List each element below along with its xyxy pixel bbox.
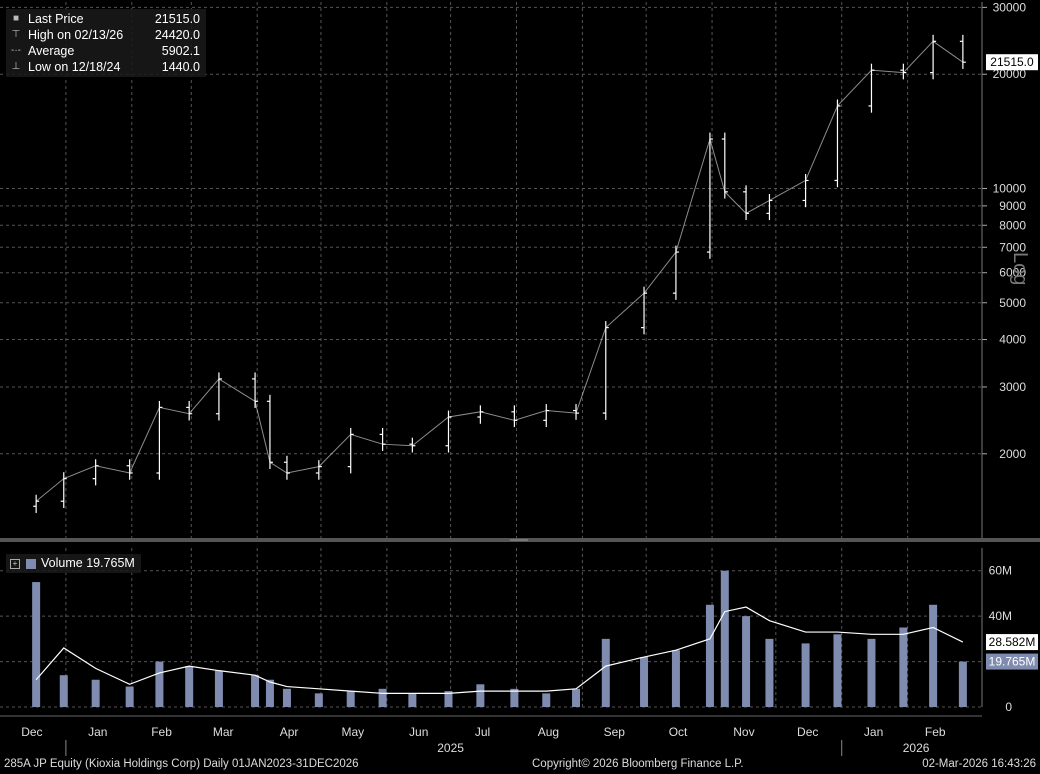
legend-high-marker-icon: ⊤ [11,29,21,40]
volume-bar [929,604,938,707]
volume-bar [705,604,714,707]
legend-label: Average [28,44,75,58]
volume-bar [572,688,581,707]
footer-security: 285A JP Equity (Kioxia Holdings Corp) Da… [4,758,359,770]
volume-tick-label: 60M [989,564,1012,578]
volume-ma-line [35,606,964,694]
price-tick-label: 2000 [999,447,1026,461]
legend-value: 5902.1 [161,44,200,58]
price-tick-label: 20000 [993,67,1027,81]
volume-bar [444,691,453,707]
footer-timestamp: 02-Mar-2026 16:43:26 [922,758,1036,770]
volume-bar [185,666,194,707]
x-month-label: Jun [409,725,428,739]
x-month-label: Dec [21,725,42,739]
legend-value: 21515.0 [154,12,200,26]
price-tick-label: 7000 [999,240,1026,254]
volume-bar [59,675,68,707]
price-tick-label: 6000 [999,266,1026,280]
volume-bar [314,693,323,707]
volume-bar [801,643,810,707]
footer-copyright: Copyright© 2026 Bloomberg Finance L.P. [532,758,744,770]
legend-row-average: -·- Average 5902.1 [10,43,200,59]
x-month-label: Apr [280,725,299,739]
volume-bar [899,627,908,707]
price-tick-label: 5000 [999,296,1026,310]
x-month-label: Sep [604,725,626,739]
x-month-label: Mar [213,725,234,739]
volume-legend: + Volume 19.765M [6,554,141,573]
legend-value: 24420.0 [154,28,200,42]
legend-average-marker-icon: -·- [11,45,21,56]
price-tick-label: 30000 [993,0,1027,14]
x-month-label: Feb [151,725,172,739]
price-legend: ■ Last Price 21515.0 ⊤ High on 02/13/26 … [6,9,206,77]
volume-bar [720,570,729,707]
volume-bar [251,675,260,707]
x-month-label: Jan [864,725,883,739]
price-series-line [35,40,964,502]
volume-legend-label: Volume [41,556,83,570]
legend-low-marker-icon: ⊥ [11,61,21,72]
price-tick-label: 10000 [993,181,1027,195]
x-month-label: Aug [538,725,559,739]
volume-legend-value: 19.765M [86,556,135,570]
volume-bar [601,638,610,707]
volume-last-label: 19.765M [989,655,1036,669]
last-price-label: 21515.0 [990,55,1034,69]
log-scale-label: Log [1009,252,1031,285]
volume-bar [510,688,519,707]
legend-label: High on 02/13/26 [28,28,124,42]
volume-last-box [986,653,1038,670]
legend-row-last: ■ Last Price 21515.0 [10,11,200,27]
legend-label: Last Price [28,12,84,26]
volume-bar [155,661,164,707]
volume-ma-label: 28.582M [989,635,1036,649]
x-month-label: Nov [733,725,754,739]
volume-bar [378,688,387,707]
legend-square-icon: ■ [12,13,20,24]
x-month-label: May [342,725,365,739]
legend-row-low: ⊥ Low on 12/18/24 1440.0 [10,59,200,75]
price-tick-label: 8000 [999,218,1026,232]
x-month-label: Jan [88,725,107,739]
volume-bar [125,686,134,707]
x-month-label: Oct [669,725,688,739]
volume-bar [542,693,551,707]
x-month-label: Jul [475,725,490,739]
volume-ma-box [986,634,1038,651]
price-tick-label: 9000 [999,199,1026,213]
x-month-label: Dec [797,725,818,739]
volume-bar [265,679,274,707]
legend-label: Low on 12/18/24 [28,60,121,74]
volume-bar [958,661,967,707]
volume-bar [408,693,417,707]
legend-row-high: ⊤ High on 02/13/26 24420.0 [10,27,200,43]
volume-bar [867,638,876,707]
x-month-label: Feb [925,725,946,739]
volume-bar [671,650,680,707]
volume-tick-label: 40M [989,609,1012,623]
volume-bar [346,691,355,707]
volume-bar [476,684,485,707]
volume-bar [32,582,41,707]
volume-bar [214,670,223,707]
last-price-box [986,54,1038,71]
price-tick-label: 4000 [999,333,1026,347]
price-tick-label: 3000 [999,380,1026,394]
volume-bar [765,638,774,707]
volume-bar [282,688,291,707]
volume-swatch-icon [26,558,36,569]
volume-tick-label: 0 [1005,700,1012,714]
collapse-box-icon[interactable]: + [10,558,20,569]
volume-bar [640,657,649,707]
x-year-label: 2026 [903,741,930,755]
volume-bar [833,634,842,707]
volume-bar [91,679,100,707]
volume-bar [742,616,751,707]
legend-value: 1440.0 [161,60,200,74]
x-year-label: 2025 [437,741,464,755]
